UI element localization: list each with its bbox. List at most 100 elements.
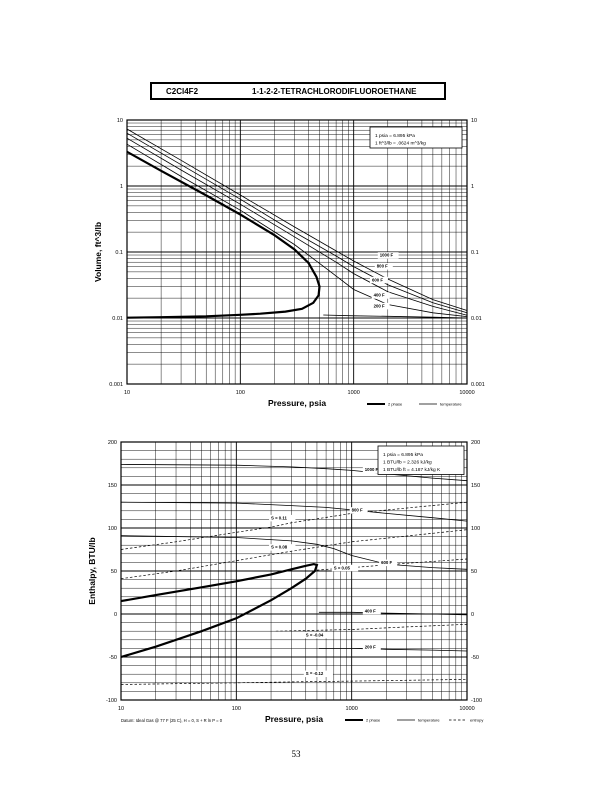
series-line-600-f — [126, 137, 468, 316]
curve-label-text: 600 F — [372, 277, 383, 282]
curve-label: S = 0.08 — [269, 544, 296, 551]
y-tick-label-right: 150 — [471, 483, 480, 489]
curve-label-bg — [362, 466, 384, 474]
series-line-2-phase — [126, 150, 321, 319]
series-line-400-f — [318, 611, 468, 616]
curve-label-text: 800 F — [377, 264, 388, 269]
curve-label-text: S = 0.08 — [271, 545, 288, 550]
curve-label-bg — [369, 276, 388, 284]
legend-label: 2 phase — [366, 718, 381, 723]
compound-name: 1-1-2-2-TETRACHLORODIFLUOROETHANE — [252, 86, 417, 96]
conversion-note-line: 1 BTU/lb = 2.326 kJ/kg — [383, 460, 432, 466]
x-tick-label: 10 — [124, 390, 130, 396]
grid — [126, 120, 467, 385]
conversion-note-line: 1 ft^3/lb = .0624 m^3/kg — [375, 141, 426, 147]
curve-label-bg — [269, 514, 296, 522]
curve-label: 400 F — [362, 607, 381, 615]
conversion-note-box — [377, 445, 465, 475]
x-axis-label: Pressure, psia — [268, 398, 326, 408]
curve-label: S = -0.12 — [303, 670, 333, 678]
curve-label: 600 F — [379, 559, 398, 567]
conversion-note-line: 1 psia = 6.895 kPa — [375, 133, 415, 139]
curve-label: 800 F — [374, 263, 393, 270]
curve-label-bg — [303, 670, 333, 678]
curve-label: 800 F — [349, 507, 368, 514]
curve-label-bg — [362, 607, 381, 615]
y-tick-label-right: 1 — [471, 184, 474, 190]
curve-label-bg — [362, 643, 381, 651]
enthalpy-pressure-chart: 10 100 1000 10000-100-50050100150200-100-50… — [87, 440, 483, 724]
y-tick-label: 150 — [108, 483, 117, 489]
curve-label-text: S = 0.05 — [334, 565, 351, 570]
y-tick-label: 0 — [114, 612, 117, 618]
y-tick-label: 0.1 — [115, 250, 123, 256]
page-number: 53 — [291, 749, 301, 759]
curve-label-bg — [374, 263, 393, 270]
series-line-200-f — [323, 314, 468, 319]
curve-label: S = -0.04 — [303, 631, 333, 639]
x-tick-label: 10000 — [459, 390, 474, 396]
y-tick-label: 200 — [108, 440, 117, 446]
conversion-note-line: 1 BTU/lb ft = 4.187 kJ/kg K — [383, 467, 441, 473]
series-line-400-f — [126, 143, 468, 317]
curve-label-bg — [377, 252, 399, 259]
y-tick-label-right: 0 — [471, 612, 474, 618]
y-tick-label: 50 — [111, 569, 117, 575]
series-line-s-0-08 — [120, 529, 468, 580]
series-line-800-f — [120, 501, 468, 522]
y-tick-label-right: 0.001 — [471, 382, 485, 388]
y-axis-label: Volume, ft^3/lb — [93, 222, 103, 282]
series-line-2-phase — [120, 562, 319, 659]
x-axis-label: Pressure, psia — [265, 714, 323, 724]
curve-label: 600 F — [369, 276, 388, 284]
curve-label-text: 200 F — [365, 644, 376, 649]
series-line-s-0-04 — [275, 623, 468, 632]
y-tick-label-right: 100 — [471, 526, 480, 532]
curve-label-bg — [269, 544, 296, 551]
series-line-600-f — [120, 535, 468, 570]
y-tick-label-right: -50 — [471, 655, 479, 661]
curve-label-bg — [303, 631, 333, 639]
curve-label-text: 800 F — [352, 508, 363, 513]
x-tick-label: 100 — [232, 706, 241, 712]
y-tick-label-right: -100 — [471, 698, 482, 704]
series-line-s-0-11 — [120, 501, 468, 550]
y-tick-label: -100 — [106, 698, 117, 704]
y-tick-label: 0.01 — [112, 316, 123, 322]
series-line-200-f — [318, 648, 468, 652]
legend-label: 2 phase — [388, 402, 403, 407]
conversion-note-box — [369, 126, 463, 149]
chart-title-box: C2Cl4F2 1-1-2-2-TETRACHLORODIFLUOROETHAN… — [150, 82, 446, 100]
curve-label: 1000 F — [362, 466, 384, 474]
curve-label-text: 400 F — [365, 608, 376, 613]
grid — [120, 441, 467, 701]
x-tick-label: 10 — [118, 706, 124, 712]
curve-label-text: S = 0.11 — [271, 515, 287, 520]
curve-label-text: 1000 F — [365, 467, 379, 472]
curve-label: S = 0.11 — [269, 514, 296, 522]
y-tick-label: 0.001 — [109, 382, 123, 388]
curve-label-bg — [349, 507, 368, 514]
curve-label-text: 600 F — [381, 560, 392, 565]
legend-label: temperature — [440, 402, 462, 407]
curve-label: 1000 F — [377, 252, 399, 259]
y-tick-label: 10 — [117, 118, 123, 124]
y-tick-label-right: 200 — [471, 440, 480, 446]
curve-label-text: 400 F — [374, 293, 385, 298]
x-tick-label: 1000 — [346, 706, 358, 712]
series-line-s-0-12 — [120, 679, 468, 685]
series-line-1000-f — [120, 464, 468, 482]
curve-label: 200 F — [362, 643, 381, 651]
y-tick-label: -50 — [109, 655, 117, 661]
y-tick-label-right: 0.1 — [471, 250, 479, 256]
x-tick-label: 100 — [236, 390, 245, 396]
curve-label: 400 F — [371, 292, 390, 299]
formula-label: C2Cl4F2 — [166, 86, 199, 96]
plot-frame — [126, 119, 468, 385]
curve-label-bg — [331, 564, 359, 572]
volume-pressure-chart: 10 100 1000 100000.0010.010.11100.0010.010.… — [93, 118, 485, 408]
curve-label-bg — [371, 302, 390, 310]
series-line-1000-f — [126, 128, 468, 311]
x-tick-label: 1000 — [348, 390, 360, 396]
y-tick-label-right: 10 — [471, 118, 477, 124]
